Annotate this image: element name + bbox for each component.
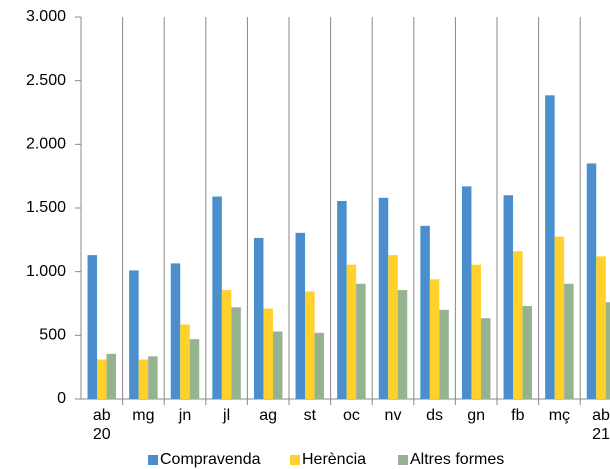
bar: [554, 236, 565, 399]
bar: [138, 359, 149, 399]
bar: [129, 270, 139, 399]
bar: [189, 339, 200, 399]
x-tick-label: jl: [223, 407, 231, 424]
x-tick-label: fb: [511, 407, 525, 424]
bar: [503, 195, 514, 399]
legend-item: Herència: [290, 451, 366, 469]
y-tick-label: 0: [57, 390, 66, 407]
legend-swatch: [398, 455, 408, 465]
x-tick-label: jn: [178, 407, 192, 424]
bar: [439, 309, 449, 399]
y-tick-label: 2.500: [26, 72, 66, 89]
bar: [513, 251, 523, 399]
bar: [429, 279, 440, 399]
bar: [586, 163, 597, 399]
x-tick-label: ds: [426, 407, 444, 424]
x-tick-label: st: [303, 407, 317, 424]
bar: [106, 353, 117, 399]
legend-item: Compravenda: [148, 451, 261, 469]
legend-label: Compravenda: [160, 451, 261, 468]
bar: [471, 264, 481, 399]
x-tick-label: mg: [132, 407, 155, 424]
x-tick-label: gn: [467, 407, 486, 424]
y-tick-label: 500: [39, 327, 66, 344]
y-tick-label: 2.000: [26, 136, 66, 153]
x-tick-label: ab 20: [92, 407, 111, 443]
bar: [263, 308, 273, 399]
bar: [346, 264, 357, 399]
x-tick-label: nv: [384, 407, 402, 424]
bar: [545, 95, 555, 399]
bar: [148, 356, 158, 399]
bar: [480, 318, 491, 399]
bar: [272, 331, 283, 399]
x-tick-label: mç: [548, 407, 571, 424]
bar: [388, 255, 398, 399]
legend-label: Herència: [302, 451, 367, 468]
y-tick-label: 1.000: [26, 263, 66, 280]
bar: [305, 291, 315, 399]
bar: [605, 302, 610, 399]
bar: [212, 196, 222, 399]
bar: [314, 332, 325, 399]
legend-swatch: [148, 455, 158, 465]
bar: [596, 256, 606, 399]
legend-label: Altres formes: [410, 451, 505, 468]
y-tick-label: 1.500: [26, 199, 66, 216]
bar: [170, 263, 181, 399]
bar: [461, 186, 472, 399]
bar: [97, 359, 107, 399]
bar: [221, 290, 232, 399]
bar: [87, 255, 98, 399]
bar: [253, 237, 264, 399]
x-tick-label: ab 21: [592, 407, 610, 443]
bar: [397, 290, 408, 399]
x-tick-label: oc: [342, 407, 360, 424]
bar: [420, 225, 430, 399]
legend-item: Altres formes: [398, 451, 504, 469]
bar: [231, 307, 241, 399]
bar: [295, 232, 306, 399]
y-tick-label: 3.000: [26, 8, 66, 25]
bar: [180, 324, 190, 399]
legend-swatch: [290, 455, 300, 465]
bar: [356, 283, 366, 399]
bar: [337, 200, 347, 399]
bar: [378, 197, 389, 399]
x-tick-label: ag: [259, 407, 278, 424]
bar: [564, 283, 574, 399]
bar: [522, 306, 533, 399]
